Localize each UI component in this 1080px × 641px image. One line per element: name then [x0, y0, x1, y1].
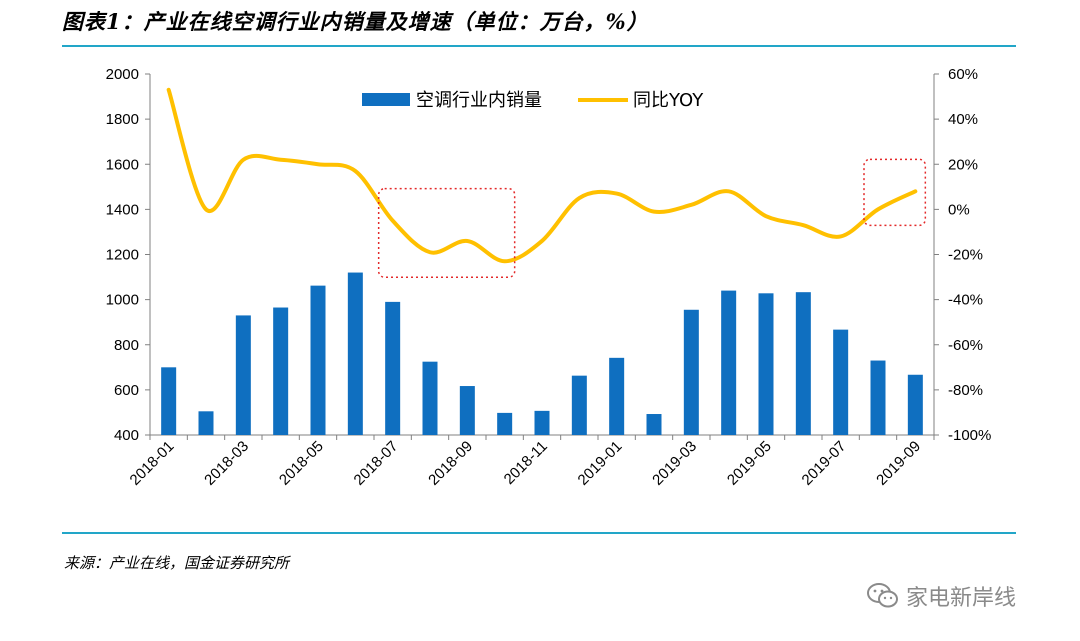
highlight-box-1: [377, 187, 516, 279]
bar-2019-01: [609, 357, 625, 435]
y-right-tick-label: -60%: [948, 337, 983, 354]
bar-2018-02: [198, 411, 214, 435]
y-left-tick-label: 1000: [106, 292, 139, 309]
legend-line-label: 同比YOY: [633, 90, 704, 111]
x-tick-label: 2018-09: [425, 438, 476, 489]
bar-2019-03: [683, 309, 699, 435]
bar-2019-02: [646, 414, 662, 435]
legend-bar-label: 空调行业内销量: [416, 90, 542, 111]
y-left-tick-label: 1600: [106, 156, 139, 173]
x-tick-label: 2019-09: [873, 438, 924, 489]
legend-bar-swatch: [362, 93, 410, 106]
bar-2018-09: [459, 386, 475, 435]
y-right-tick-label: -80%: [948, 382, 983, 399]
bar-2019-08: [870, 360, 886, 435]
yoy-line: [166, 87, 918, 264]
y-right-tick-label: -100%: [948, 427, 991, 444]
bar-2018-04: [273, 307, 289, 435]
watermark: 家电新岸线: [866, 580, 1016, 612]
wechat-icon: [867, 583, 898, 608]
y-right-tick-label: -20%: [948, 247, 983, 264]
bar-2019-09: [907, 374, 923, 435]
watermark-text: 家电新岸线: [906, 586, 1017, 611]
y-left-tick-label: 1800: [106, 111, 139, 128]
x-tick-label: 2018-07: [351, 438, 402, 489]
y-left-tick-label: 1200: [106, 247, 139, 264]
bar-2019-05: [758, 293, 774, 435]
x-tick-label: 2018-03: [201, 438, 252, 489]
y-right-tick-label: -40%: [948, 292, 983, 309]
y-left-tick-label: 400: [114, 427, 139, 444]
title-divider: [62, 45, 1016, 47]
x-tick-label: 2018-01: [127, 438, 178, 489]
bar-2018-01: [161, 367, 177, 435]
y-right-tick-label: 60%: [948, 66, 978, 83]
bar-2018-03: [235, 315, 251, 435]
bar-2018-08: [422, 361, 438, 435]
y-left-tick-label: 2000: [106, 66, 139, 83]
bar-2019-07: [833, 329, 849, 435]
x-tick-label: 2019-01: [575, 438, 626, 489]
highlight-box-2: [863, 158, 927, 227]
bar-2018-10: [497, 412, 513, 435]
x-tick-label: 2018-05: [276, 438, 327, 489]
y-right-tick-label: 20%: [948, 156, 978, 173]
y-left-tick-label: 600: [114, 382, 139, 399]
chart-title: 图表1：产业在线空调行业内销量及增速（单位：万台，%）: [62, 9, 649, 34]
x-tick-label: 2019-03: [649, 438, 700, 489]
y-left-tick-label: 1400: [106, 201, 139, 218]
x-tick-label: 2019-07: [799, 438, 850, 489]
source-note: 来源：产业在线，国金证券研究所: [64, 554, 290, 572]
bar-2018-06: [347, 272, 363, 435]
x-tick-label: 2019-05: [724, 438, 775, 489]
bar-2018-12: [571, 375, 587, 435]
bar-2019-04: [721, 290, 737, 435]
bar-2019-06: [795, 292, 811, 435]
y-left-tick-label: 800: [114, 337, 139, 354]
bar-2018-11: [534, 410, 550, 435]
y-right-tick-label: 40%: [948, 111, 978, 128]
x-tick-label: 2018-11: [501, 438, 551, 488]
y-right-tick-label: 0%: [948, 201, 970, 218]
bar-2018-07: [385, 301, 401, 435]
source-divider: [62, 532, 1016, 534]
bar-2018-05: [310, 285, 326, 435]
